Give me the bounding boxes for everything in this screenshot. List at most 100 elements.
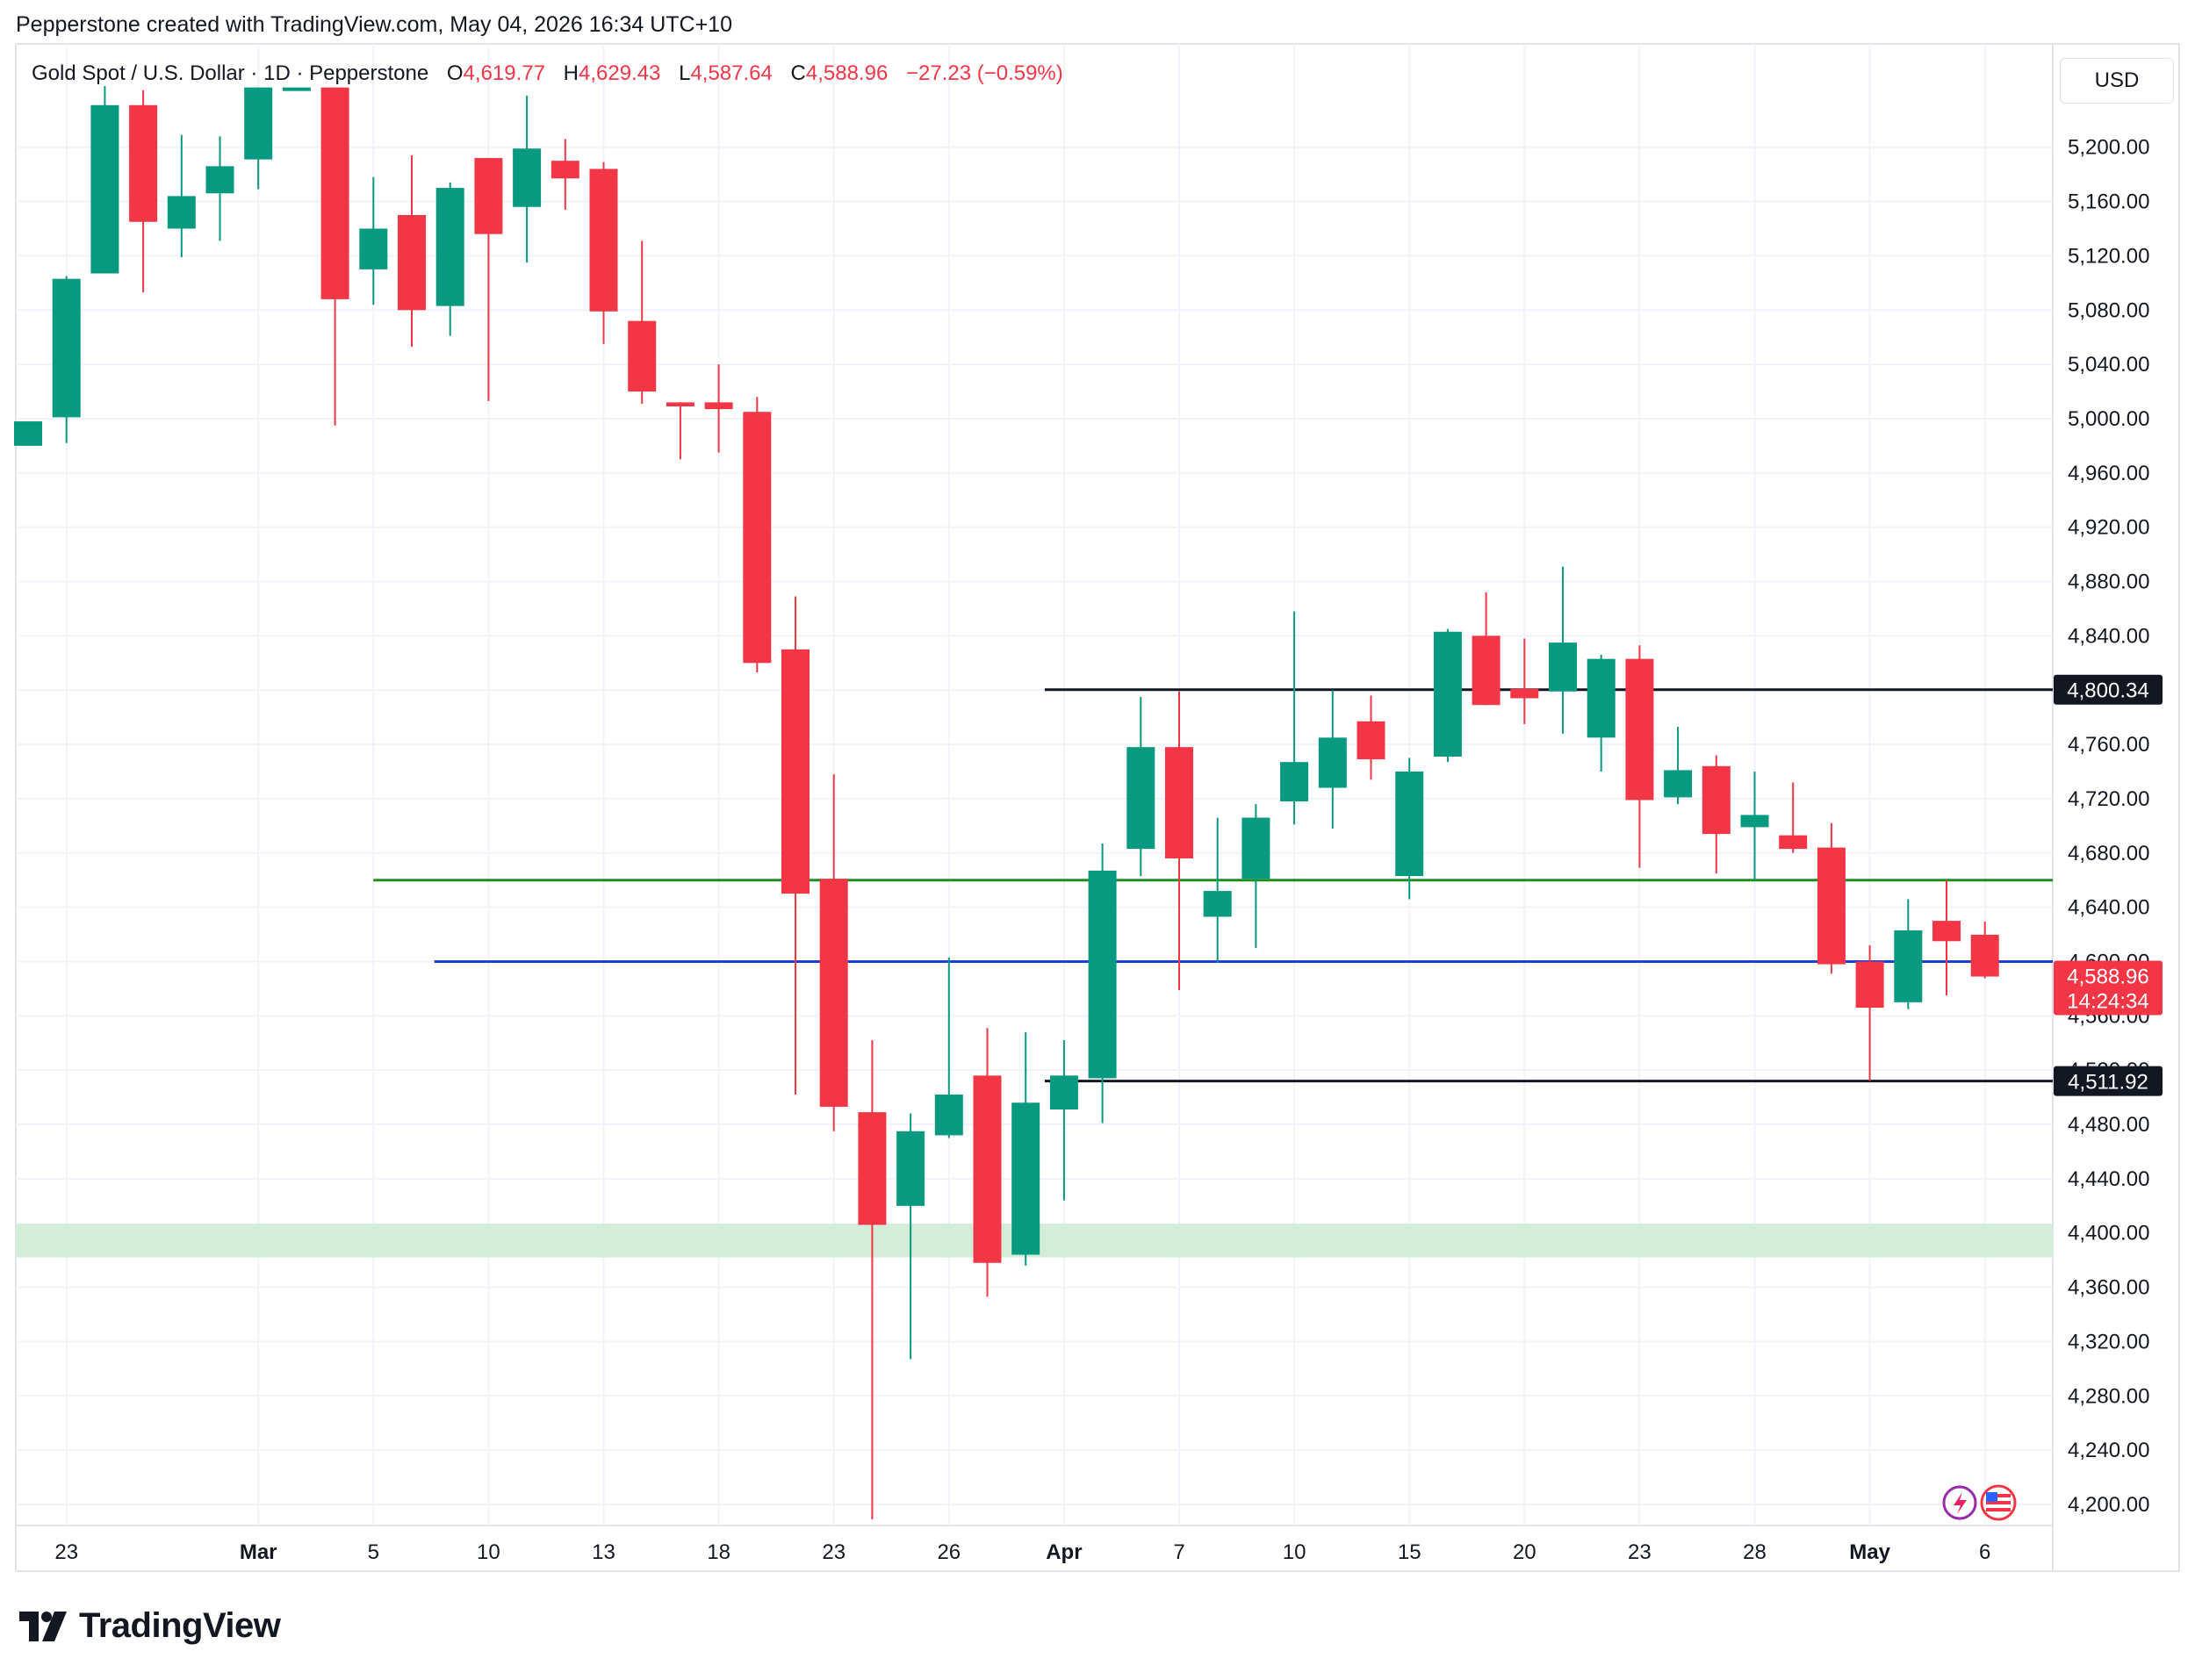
price-tick-label: 5,160.00: [2068, 190, 2149, 214]
candle-body: [1357, 721, 1385, 760]
candles: [14, 86, 1999, 1520]
chart-credit: Pepperstone created with TradingView.com…: [16, 12, 732, 37]
candle[interactable]: [1817, 822, 1846, 974]
candle[interactable]: [551, 139, 579, 210]
candle[interactable]: [435, 182, 464, 336]
candle[interactable]: [1280, 611, 1309, 825]
time-axis[interactable]: 23 Mar 5 10 13 18 23 26 Apr 7 10 15 20 23 28 May 6: [54, 1540, 1990, 1564]
candle[interactable]: [1241, 804, 1270, 949]
price-tick-label: 4,840.00: [2068, 624, 2149, 648]
candle-body: [858, 1112, 887, 1225]
candle-body: [1088, 870, 1117, 1079]
candle[interactable]: [244, 87, 273, 190]
time-tick-label: 23: [54, 1540, 78, 1564]
price-axis[interactable]: 4,200.00 4,240.00 4,280.00 4,320.00 4,360.00…: [2068, 136, 2149, 1517]
candle[interactable]: [704, 364, 733, 453]
candle[interactable]: [1970, 921, 1999, 979]
ohlc-legend: Gold Spot / U.S. Dollar · 1D · Peppersto…: [32, 61, 1063, 86]
candle[interactable]: [167, 134, 196, 257]
time-tick-label: 23: [1628, 1540, 1652, 1564]
candle[interactable]: [513, 95, 542, 263]
price-tick-label: 4,480.00: [2068, 1113, 2149, 1137]
candle[interactable]: [934, 957, 963, 1138]
candle[interactable]: [666, 402, 694, 460]
candle[interactable]: [1357, 695, 1385, 780]
candle[interactable]: [1049, 1040, 1078, 1201]
candle[interactable]: [474, 158, 503, 401]
price-tick-label: 4,640.00: [2068, 896, 2149, 920]
candle-body: [628, 320, 657, 392]
candle[interactable]: [359, 176, 388, 305]
lightning-icon[interactable]: [1942, 1485, 1977, 1520]
candle[interactable]: [129, 90, 158, 293]
support-price-label: 4,511.92: [2068, 1071, 2148, 1095]
us-flag-icon[interactable]: [1980, 1484, 2017, 1521]
candle[interactable]: [52, 276, 81, 443]
candle[interactable]: [1932, 879, 1961, 996]
symbol-title[interactable]: Gold Spot / U.S. Dollar · 1D · Peppersto…: [32, 61, 429, 85]
candle-body: [1549, 643, 1577, 692]
candle[interactable]: [1433, 628, 1462, 763]
close-label: C: [790, 61, 806, 85]
candle-body: [1817, 847, 1846, 965]
candle[interactable]: [1549, 566, 1577, 734]
candle[interactable]: [1855, 944, 1884, 1081]
candle[interactable]: [1740, 771, 1769, 880]
candle[interactable]: [1088, 843, 1117, 1124]
support-price-tag: [2054, 1066, 2163, 1096]
candle[interactable]: [1894, 899, 1923, 1009]
candle[interactable]: [1510, 638, 1539, 724]
last-price-tag: [2054, 960, 2163, 1016]
time-tick-label: 10: [477, 1540, 500, 1564]
open-value: 4,619.77: [463, 61, 545, 85]
price-tick-label: 5,080.00: [2068, 298, 2149, 322]
price-tick-label: 4,400.00: [2068, 1222, 2149, 1246]
time-tick-label: 6: [1979, 1540, 1990, 1564]
candle[interactable]: [282, 87, 311, 91]
candle[interactable]: [1203, 817, 1232, 964]
candle-body: [1433, 631, 1462, 757]
price-tick-label: 4,440.00: [2068, 1167, 2149, 1191]
candle[interactable]: [205, 136, 234, 241]
candle[interactable]: [589, 162, 618, 344]
candle-body: [52, 278, 81, 418]
candle-body: [666, 402, 694, 407]
candle[interactable]: [743, 397, 772, 673]
tradingview-brand[interactable]: TradingView: [19, 1606, 281, 1646]
candle[interactable]: [1472, 592, 1501, 706]
price-tick-label: 4,680.00: [2068, 842, 2149, 865]
candle[interactable]: [896, 1113, 925, 1360]
candle[interactable]: [1779, 782, 1808, 853]
candle[interactable]: [1702, 755, 1731, 873]
candle[interactable]: [973, 1028, 1002, 1297]
candle-body: [896, 1131, 925, 1206]
candle[interactable]: [1165, 691, 1193, 990]
currency-button[interactable]: USD: [2060, 58, 2174, 104]
candle[interactable]: [1395, 757, 1424, 900]
bar-countdown-label: 14:24:34: [2067, 990, 2148, 1014]
candle[interactable]: [1011, 1031, 1040, 1266]
candle[interactable]: [1587, 655, 1616, 772]
candle-body: [167, 196, 196, 229]
candle[interactable]: [819, 774, 848, 1131]
candle[interactable]: [1625, 645, 1654, 868]
price-tick-label: 4,880.00: [2068, 571, 2149, 594]
price-tick-label: 4,280.00: [2068, 1384, 2149, 1408]
candle[interactable]: [1664, 726, 1693, 805]
candle-body: [1318, 737, 1347, 788]
candle[interactable]: [628, 241, 657, 404]
candle[interactable]: [14, 421, 42, 446]
candle[interactable]: [1126, 696, 1155, 877]
candle-body: [1280, 762, 1309, 802]
price-tick-label: 5,120.00: [2068, 244, 2149, 268]
candle[interactable]: [1318, 690, 1347, 829]
time-tick-label: May: [1849, 1540, 1890, 1564]
price-tick-label: 5,000.00: [2068, 407, 2149, 431]
candle[interactable]: [398, 154, 426, 348]
candle[interactable]: [781, 596, 810, 1095]
candle[interactable]: [90, 86, 119, 274]
candle[interactable]: [858, 1040, 887, 1520]
candle[interactable]: [320, 87, 349, 426]
